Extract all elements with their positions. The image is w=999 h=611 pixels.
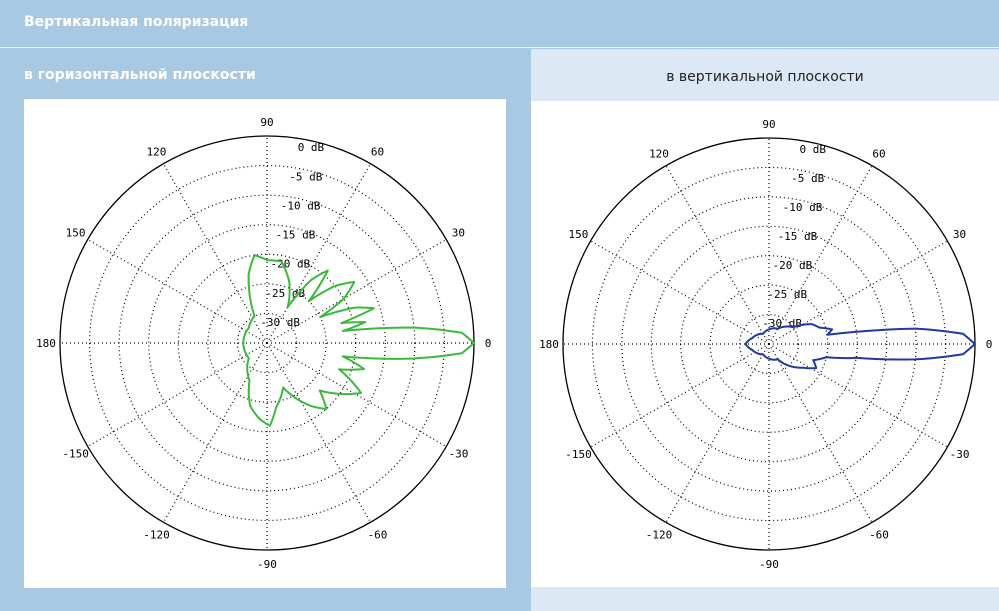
grid-spoke bbox=[162, 163, 268, 344]
angle-tick-label: 120 bbox=[147, 146, 167, 159]
grid-spoke bbox=[590, 240, 770, 345]
radial-db-label: -5 dB bbox=[289, 170, 322, 183]
grid-circle bbox=[738, 313, 800, 375]
radial-db-label: 0 dB bbox=[298, 141, 325, 154]
radial-db-label: -15 dB bbox=[276, 229, 316, 242]
angle-tick-label: -30 bbox=[448, 448, 468, 461]
grid-spoke bbox=[665, 165, 770, 345]
angle-tick-label: 0 bbox=[986, 338, 993, 351]
vertical-plane-title: в вертикальной плоскости bbox=[666, 69, 864, 85]
angle-tick-label: -90 bbox=[759, 558, 779, 571]
angle-tick-label: -60 bbox=[368, 528, 388, 541]
grid-circle bbox=[236, 312, 298, 374]
radial-db-label: -5 dB bbox=[791, 172, 824, 185]
grid-circle bbox=[88, 164, 446, 522]
radiation-pattern-line bbox=[242, 254, 475, 427]
vertical-plane-panel: в вертикальной плоскости 0 30 60 90 120 150 18… bbox=[531, 49, 999, 611]
grid-spoke bbox=[665, 343, 770, 523]
radial-db-label: 0 dB bbox=[800, 143, 827, 156]
grid-circle bbox=[621, 196, 917, 492]
angle-tick-label: 150 bbox=[66, 227, 86, 240]
grid-spoke bbox=[266, 163, 372, 344]
radial-db-label: -15 dB bbox=[778, 230, 818, 243]
angle-tick-label: 30 bbox=[953, 228, 966, 241]
page-header: Вертикальная поляризация bbox=[0, 0, 999, 48]
angle-tick-label: 180 bbox=[36, 337, 56, 350]
angle-tick-label: -120 bbox=[143, 528, 170, 541]
horizontal-plane-title: в горизонтальной плоскости bbox=[24, 67, 256, 83]
grid-spoke bbox=[266, 238, 447, 344]
radiation-pattern-line bbox=[744, 323, 976, 370]
angle-tick-label: 0 bbox=[485, 337, 492, 350]
vertical-plane-title-bar: в вертикальной плоскости bbox=[531, 49, 999, 101]
vertical-plane-plot-area: 0 30 60 90 120 150 180 -150 -120 -90 -60 -30 0 dB -5 … bbox=[531, 101, 999, 587]
grid-spoke bbox=[590, 343, 770, 448]
vertical-polar-chart: 0 30 60 90 120 150 180 -150 -120 -90 -60 -30 0 dB -5 … bbox=[539, 118, 993, 571]
grid-spoke bbox=[266, 342, 447, 448]
angle-tick-label: 150 bbox=[569, 228, 589, 241]
angle-tick-label: -60 bbox=[869, 529, 889, 542]
angle-tick-label: 180 bbox=[539, 338, 559, 351]
grid-spoke bbox=[87, 238, 268, 344]
page-title: Вертикальная поляризация bbox=[24, 14, 249, 30]
angle-tick-label: 90 bbox=[260, 116, 273, 129]
angle-tick-label: -150 bbox=[62, 448, 89, 461]
grid-spoke bbox=[266, 342, 372, 523]
horizontal-plane-panel: в горизонтальной плоскости 0 30 60 90 120 150… bbox=[0, 49, 530, 611]
grid-circle bbox=[148, 224, 386, 462]
radial-db-label: -20 dB bbox=[772, 259, 812, 272]
angle-tick-label: -30 bbox=[950, 448, 970, 461]
grid-spoke bbox=[162, 342, 268, 523]
grid-circle bbox=[650, 225, 888, 463]
angle-tick-label: 120 bbox=[649, 147, 669, 160]
radial-db-label: -30 dB bbox=[260, 316, 300, 329]
radial-db-label: -20 dB bbox=[271, 258, 311, 271]
horizontal-polar-chart: 0 30 60 90 120 150 180 -150 -120 -90 -60 -30 0 dB -5 … bbox=[36, 116, 492, 571]
angle-tick-label: -120 bbox=[646, 529, 673, 542]
grid-circle bbox=[709, 284, 829, 404]
radial-db-label: -10 dB bbox=[281, 199, 321, 212]
angle-tick-label: 90 bbox=[762, 118, 775, 131]
radial-db-label: -25 dB bbox=[767, 288, 807, 301]
grid-spoke bbox=[87, 342, 268, 448]
grid-circle bbox=[118, 194, 416, 492]
angle-tick-label: 60 bbox=[371, 146, 384, 159]
grid-circle bbox=[207, 283, 327, 403]
grid-spoke bbox=[768, 343, 873, 523]
angle-tick-label: 60 bbox=[872, 147, 885, 160]
vertical-plane-footer bbox=[531, 587, 999, 611]
angle-tick-label: -90 bbox=[257, 558, 277, 571]
angle-tick-label: -150 bbox=[565, 448, 592, 461]
horizontal-plane-plot-area: 0 30 60 90 120 150 180 -150 -120 -90 -60 -30 0 dB -5 … bbox=[24, 99, 506, 588]
radial-db-label: -10 dB bbox=[783, 201, 823, 214]
angle-tick-label: 30 bbox=[452, 227, 465, 240]
